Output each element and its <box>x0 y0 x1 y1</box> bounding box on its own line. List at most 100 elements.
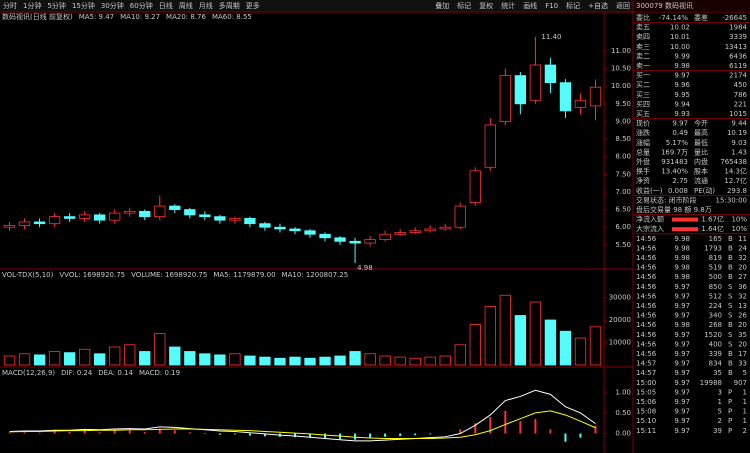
stock-name: 300079 数码视讯 <box>636 1 693 10</box>
toolbar-button[interactable]: +自选 <box>588 1 608 10</box>
tick-count: 2 <box>743 427 747 435</box>
tick-count: 35 <box>738 331 747 339</box>
toolbar-button[interactable]: 周线 <box>179 1 193 10</box>
volume-bar <box>469 324 481 366</box>
indicator-label: MA60: 8.55 <box>212 13 252 21</box>
stat-label: 净资 <box>636 176 650 185</box>
tick-price: 9.97 <box>674 398 690 406</box>
candle-body <box>63 216 76 219</box>
toolbar-button[interactable]: 5分钟 <box>47 1 65 10</box>
tick-volume: 400 <box>709 340 722 348</box>
order-price: 10.00 <box>670 43 690 51</box>
stat-label: 今开 <box>694 119 708 128</box>
panel-title: VOL-TDX(5,10) <box>2 271 54 279</box>
tick-price: 9.97 <box>674 360 690 368</box>
stat-label: 内盘 <box>694 157 708 166</box>
toolbar-button[interactable]: 画线 <box>523 1 537 10</box>
stat-label: 涨幅 <box>636 138 650 147</box>
toolbar-button[interactable]: 标记 <box>457 1 471 10</box>
tick-count: 11 <box>738 235 747 243</box>
flow-label: 大宗流入 <box>636 224 664 233</box>
toolbar-button[interactable]: 叠加 <box>435 1 449 10</box>
ratio-label: 委比 <box>636 13 650 22</box>
candle-body <box>33 221 46 225</box>
y-tick-label: 7.50 <box>615 170 631 178</box>
candle-body <box>319 233 331 239</box>
tick-volume: 819 <box>709 254 722 262</box>
tick-price: 9.97 <box>674 417 690 425</box>
tick-time: 14:56 <box>636 244 657 252</box>
toolbar-button[interactable]: 60分钟 <box>130 1 153 10</box>
tick-direction: S <box>728 331 733 339</box>
volume-bar <box>349 351 361 366</box>
tick-count: 20 <box>738 340 747 348</box>
y-tick-label: 10.00 <box>611 82 631 90</box>
volume-bar <box>574 337 587 366</box>
order-price: 10.02 <box>670 24 690 32</box>
stat-value: 14.3亿 <box>724 167 747 176</box>
toolbar-button[interactable]: 分时 <box>3 1 17 10</box>
tick-volume: 165 <box>709 235 722 243</box>
tick-time: 15:10 <box>636 417 656 425</box>
toolbar-button[interactable]: 月线 <box>199 1 213 10</box>
volume-bar <box>559 330 572 366</box>
toolbar-button[interactable]: 多周期 <box>219 1 240 10</box>
tick-volume: 1 <box>718 398 722 406</box>
tick-time: 14:56 <box>636 331 657 339</box>
tick-direction: B <box>728 321 733 329</box>
panel-title: MACD(12,26,9) <box>2 369 55 377</box>
volume-bar <box>319 356 331 366</box>
tick-price: 9.97 <box>674 331 690 339</box>
tick-direction: B <box>728 264 733 272</box>
stat-label: 最高 <box>694 128 708 137</box>
tick-direction: S <box>728 283 733 291</box>
volume-bar <box>544 319 557 366</box>
tick-volume: 1793 <box>704 244 722 252</box>
volume-bar <box>274 357 286 366</box>
order-volume: 6436 <box>729 52 747 60</box>
indicator-label: DIF: 0.24 <box>61 369 93 377</box>
tick-price: 9.98 <box>674 273 690 281</box>
stat-label: 收益(一) <box>636 186 663 195</box>
y-tick-label: 1.00 <box>615 388 631 396</box>
order-volume: 2174 <box>729 72 747 80</box>
tick-price: 9.97 <box>674 312 690 320</box>
volume-bar <box>364 353 376 366</box>
order-price: 9.94 <box>674 100 690 108</box>
tick-direction: B <box>728 360 733 368</box>
toolbar-button[interactable]: 30分钟 <box>101 1 124 10</box>
tick-volume: 39 <box>713 427 722 435</box>
toolbar-button[interactable]: 15分钟 <box>72 1 95 10</box>
tick-time: 14:56 <box>636 302 657 310</box>
toolbar-button[interactable]: 标记 <box>566 1 580 10</box>
tick-count: 33 <box>738 360 747 368</box>
flow-value: 1.64亿 <box>701 224 724 233</box>
order-price: 9.97 <box>674 72 690 80</box>
tick-price: 9.97 <box>674 427 690 435</box>
toolbar-button[interactable]: 更多 <box>246 1 260 10</box>
stat-label: 最低 <box>694 138 708 147</box>
tick-count: 907 <box>734 379 747 387</box>
indicator-label: VOLUME: 1698920.75 <box>131 271 207 279</box>
toolbar-button[interactable]: F10 <box>545 2 558 10</box>
toolbar-button[interactable]: 复权 <box>479 1 493 10</box>
tick-volume: 3 <box>718 388 722 396</box>
candle-body <box>589 86 602 107</box>
tick-direction: B <box>728 254 733 262</box>
tick-count: 36 <box>738 283 747 291</box>
tick-count: 27 <box>738 273 747 281</box>
toolbar-button[interactable]: 返回 <box>616 2 630 10</box>
tick-price: 9.97 <box>674 340 690 348</box>
toolbar-button[interactable]: 统计 <box>501 1 515 10</box>
candle-body <box>259 223 271 228</box>
tick-count: 20 <box>738 264 747 272</box>
volume-bar <box>229 353 241 366</box>
volume-bar <box>259 356 271 366</box>
toolbar-button[interactable]: 日线 <box>159 1 173 10</box>
order-volume: 13413 <box>725 43 747 51</box>
y-tick-label: 10000 <box>609 339 631 347</box>
y-tick-label: 6.00 <box>615 223 631 231</box>
tick-volume: 2 <box>718 417 722 425</box>
volume-bar <box>334 355 346 366</box>
toolbar-button[interactable]: 1分钟 <box>23 1 41 10</box>
